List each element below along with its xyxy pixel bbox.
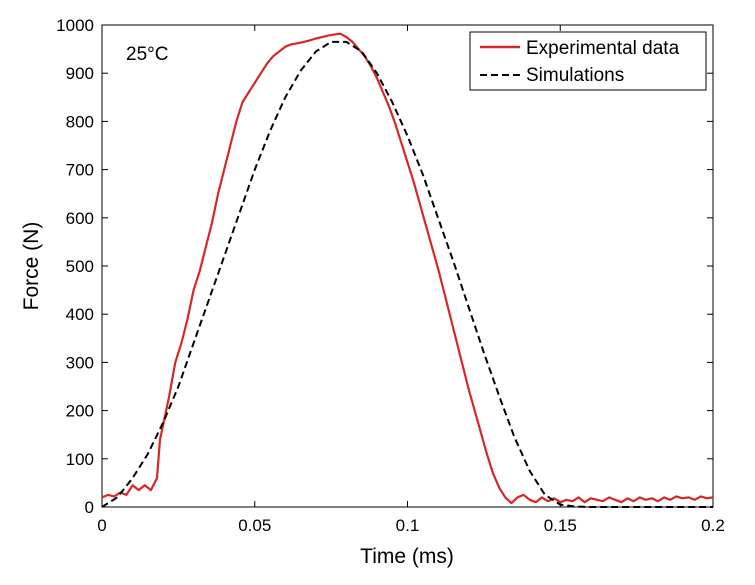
x-tick-label: 0.15 (544, 516, 577, 535)
y-tick-label: 700 (66, 161, 94, 180)
temperature-annotation: 25°C (126, 44, 168, 65)
simulations-line (101, 40, 713, 508)
y-tick-label: 600 (66, 209, 94, 228)
y-tick-label: 900 (66, 64, 94, 83)
legend: Experimental data Simulations (469, 31, 707, 91)
x-tick-label: 0.2 (701, 516, 725, 535)
series-layer (101, 32, 714, 508)
experimental-data-line (101, 32, 714, 505)
x-tick-label: 0 (97, 516, 106, 535)
axis-tick-labels: 0 0.05 0.1 0.15 0.2 0 100 200 300 400 500 600 700 800… (56, 16, 725, 535)
y-tick-label: 200 (66, 402, 94, 421)
y-tick-label: 800 (66, 112, 94, 131)
y-tick-label: 500 (66, 257, 94, 276)
y-axis-label: Force (N) (20, 222, 43, 311)
legend-label-simulations: Simulations (526, 65, 624, 86)
x-tick-label: 0.1 (396, 516, 420, 535)
x-axis-label: Time (ms) (360, 545, 454, 568)
y-tick-label: 1000 (56, 16, 94, 35)
legend-box (469, 31, 707, 91)
plot-area (101, 24, 714, 508)
x-tick-label: 0.05 (238, 516, 271, 535)
y-tick-label: 0 (85, 498, 94, 517)
y-tick-label: 100 (66, 450, 94, 469)
y-tick-label: 400 (66, 305, 94, 324)
y-tick-label: 300 (66, 353, 94, 372)
legend-label-experimental: Experimental data (526, 38, 680, 59)
